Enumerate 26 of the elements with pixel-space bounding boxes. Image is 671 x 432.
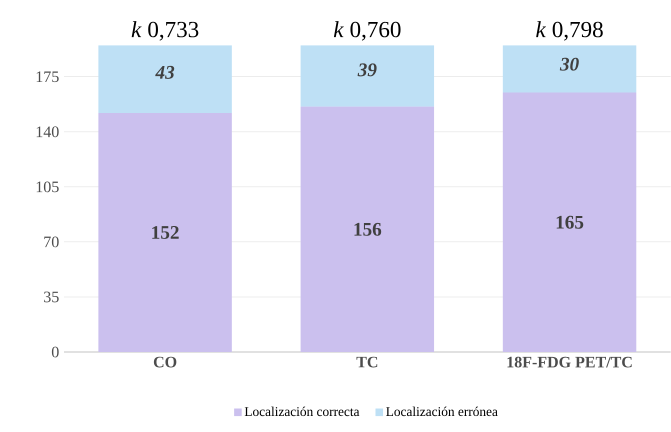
y-tick-label: 70: [44, 236, 59, 248]
bar: [300, 45, 434, 107]
y-tick-label: 140: [36, 126, 59, 138]
bar: [300, 106, 434, 352]
data-label: 165: [556, 216, 584, 229]
annotation: k 0,760: [334, 21, 401, 41]
data-label: 156: [354, 222, 382, 236]
legend-label: Localización errónea: [386, 406, 498, 416]
bar: [502, 45, 636, 93]
data-label: 30: [560, 58, 579, 71]
y-tick-label: 175: [36, 71, 59, 82]
data-label: 43: [155, 66, 174, 79]
x-tick-label: TC: [356, 356, 378, 368]
bar: [98, 45, 232, 113]
x-tick-label: 18F-FDG PET/TC: [508, 356, 632, 368]
y-tick-label: 35: [44, 292, 59, 302]
x-tick-label: CO: [154, 356, 176, 368]
bar: [98, 112, 232, 352]
annotation: k 0,733: [132, 21, 198, 41]
y-tick-label: 0: [52, 346, 59, 358]
legend-label: Localización correcta: [244, 406, 360, 416]
data-label: 39: [358, 63, 377, 76]
bar: [502, 92, 636, 352]
annotation: k 0,798: [536, 21, 603, 41]
y-tick-label: 105: [36, 181, 59, 192]
data-label: 152: [152, 226, 179, 239]
